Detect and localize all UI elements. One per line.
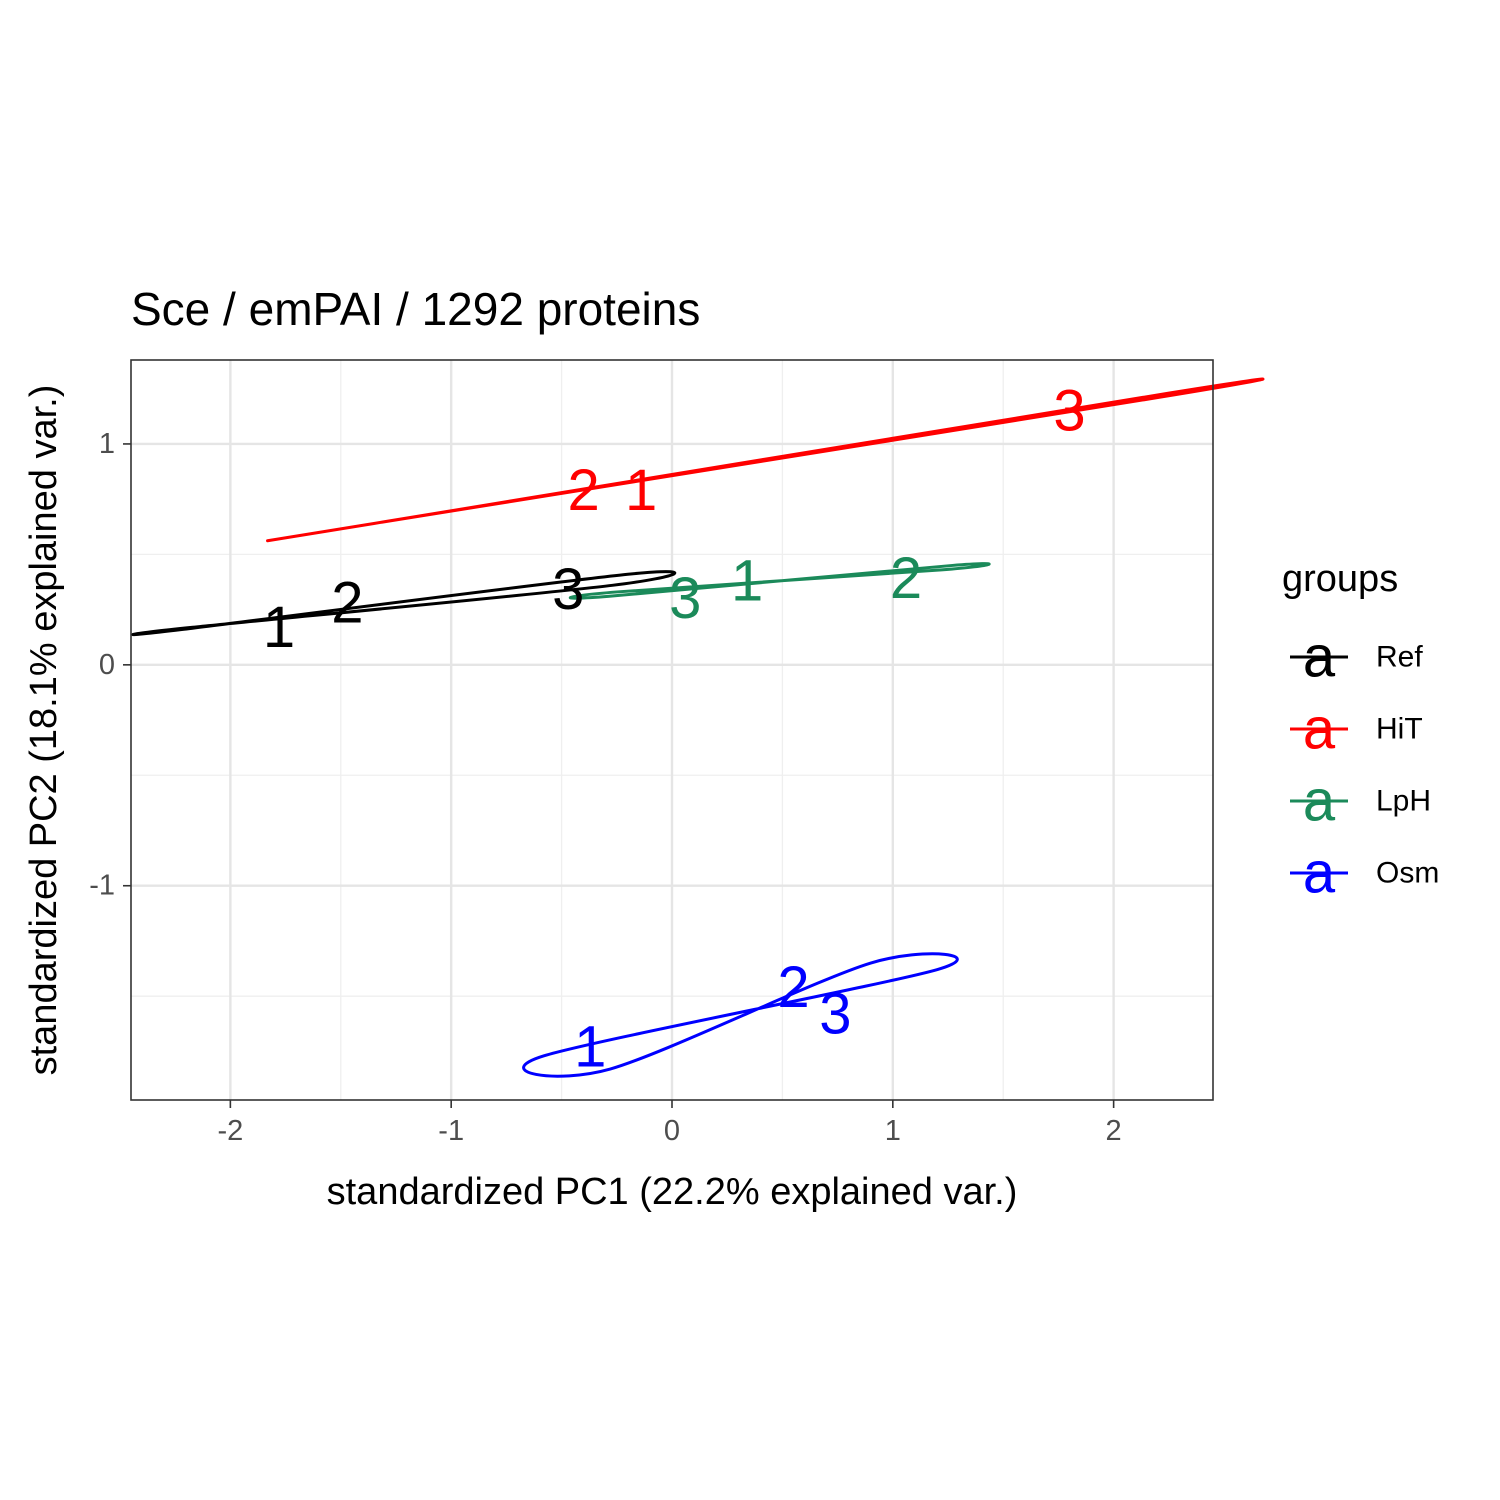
y-axis-title: standardized PC2 (18.1% explained var.): [23, 385, 65, 1076]
legend: groups a Ref a HiT a LpH a Osm: [1282, 558, 1439, 906]
legend-item-lph: a LpH: [1290, 769, 1431, 834]
axes: -2 -1 0 1 2-101: [89, 359, 1214, 1147]
point-label-lph-2: 2: [890, 546, 922, 611]
legend-key-glyph: a: [1303, 769, 1336, 834]
x-tick-label: -2: [217, 1115, 243, 1147]
legend-item-ref: a Ref: [1290, 625, 1423, 690]
legend-key-glyph: a: [1303, 625, 1336, 690]
legend-label: Ref: [1376, 641, 1423, 674]
x-tick-label: 2: [1106, 1115, 1122, 1147]
point-label-osm-2: 2: [777, 955, 809, 1020]
x-tick-label: 1: [885, 1115, 901, 1147]
legend-key-glyph: a: [1303, 697, 1336, 762]
legend-title: groups: [1282, 558, 1398, 600]
legend-label: HiT: [1376, 713, 1423, 746]
point-label-ref-3: 3: [552, 557, 584, 622]
ellipse-osm: [522, 952, 959, 1078]
point-label-lph-1: 1: [731, 548, 763, 613]
y-tick-label: -1: [89, 870, 115, 902]
ellipse-ref: [131, 570, 677, 637]
point-label-osm-3: 3: [819, 981, 851, 1046]
y-tick-label: 1: [99, 428, 115, 460]
chart-title: Sce / emPAI / 1292 proteins: [131, 283, 700, 335]
ellipse-hit: [266, 377, 1265, 543]
point-label-hit-1: 1: [625, 458, 657, 523]
point-label-hit-2: 2: [568, 458, 600, 523]
legend-label: LpH: [1376, 785, 1431, 818]
point-label-hit-3: 3: [1053, 378, 1085, 443]
point-label-ref-1: 1: [263, 595, 295, 660]
legend-item-osm: a Osm: [1290, 841, 1439, 906]
point-label-lph-3: 3: [669, 566, 701, 631]
plot-panel: 1 2 32 133 1 212 3: [131, 360, 1265, 1100]
y-tick-label: 0: [99, 649, 115, 681]
legend-label: Osm: [1376, 857, 1439, 890]
legend-key-glyph: a: [1303, 841, 1336, 906]
x-axis-title: standardized PC1 (22.2% explained var.): [327, 1171, 1018, 1213]
point-label-osm-1: 1: [574, 1014, 606, 1079]
point-label-ref-2: 2: [331, 570, 363, 635]
x-tick-label: -1: [438, 1115, 464, 1147]
ellipse-lph: [569, 562, 991, 600]
legend-item-hit: a HiT: [1290, 697, 1423, 762]
x-tick-label: 0: [664, 1115, 680, 1147]
